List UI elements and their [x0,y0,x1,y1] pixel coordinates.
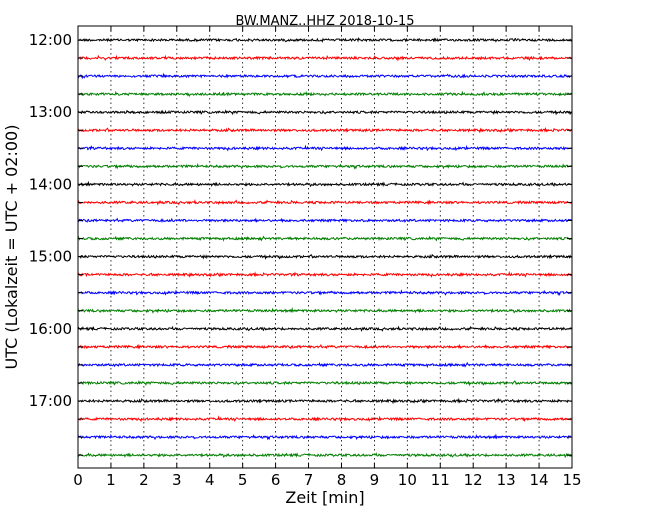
trace-1230 [77,72,572,80]
trace-group [77,37,572,459]
y-tick-label: 14:00 [29,175,72,193]
trace-1745 [77,452,572,459]
trace-1315 [77,126,572,134]
trace-1400 [77,180,572,188]
plot-frame [77,25,573,469]
trace-1345 [77,162,572,170]
trace-1430 [77,217,572,224]
y-tick-label: 16:00 [29,320,72,338]
trace-1445 [77,235,572,242]
trace-1600 [77,325,572,332]
y-tick-label: 12:00 [29,31,72,49]
x-tick-label: 15 [562,471,581,489]
chart-title: BW.MANZ..HHZ 2018-10-15 [235,14,414,29]
x-tick-label: 5 [238,471,248,489]
x-tick-label: 14 [530,471,549,489]
y-tick-label: 13:00 [29,103,72,121]
trace-1500 [77,253,572,260]
trace-1700 [77,397,572,405]
trace-1545 [77,307,572,314]
y-tick-label: 15:00 [29,248,72,266]
x-tick-label: 11 [431,471,450,489]
trace-1215 [77,54,572,62]
trace-1515 [77,270,572,278]
trace-1630 [77,361,572,369]
x-tick-label: 13 [497,471,516,489]
trace-1645 [77,379,572,387]
x-tick-label: 9 [370,471,380,489]
trace-1200 [77,37,572,43]
x-tick-label: 8 [337,471,347,489]
x-tick-label: 12 [464,471,483,489]
trace-1415 [77,198,572,206]
trace-1330 [77,144,572,152]
x-axis-ticks: 0 1 2 3 4 5 6 7 8 9 10 11 12 13 14 15 [73,26,582,489]
trace-1245 [77,90,572,98]
y-axis-label: UTC (Lokalzeit = UTC + 02:00) [2,125,21,370]
trace-1530 [77,289,572,297]
grid-lines [110,26,540,468]
x-tick-label: 3 [172,471,182,489]
x-tick-label: 7 [304,471,314,489]
x-axis-label: Zeit [min] [285,488,364,507]
x-tick-label: 4 [205,471,215,489]
trace-1715 [77,415,572,423]
y-axis-ticks: 12:00 13:00 14:00 15:00 16:00 17:00 [29,31,572,456]
x-tick-label: 6 [271,471,281,489]
y-tick-label: 17:00 [29,392,72,410]
x-tick-label: 10 [398,471,417,489]
x-tick-label: 0 [73,471,83,489]
x-tick-label: 2 [139,471,149,489]
trace-1615 [77,343,572,350]
trace-1730 [77,433,572,441]
x-tick-label: 1 [106,471,116,489]
trace-1300 [77,109,572,116]
